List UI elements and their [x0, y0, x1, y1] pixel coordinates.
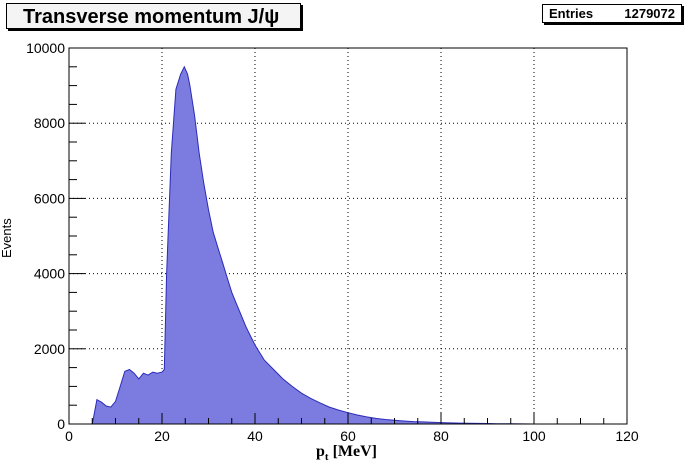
- y-tick-label: 2000: [34, 341, 65, 357]
- chart-title-box: Transverse momentum J/ψ: [6, 3, 301, 29]
- x-tick-label: 40: [247, 428, 263, 444]
- y-tick-label: 4000: [34, 266, 65, 282]
- x-tick-label: 120: [615, 428, 639, 444]
- x-axis-title-main: p: [316, 443, 325, 460]
- y-tick-label: 6000: [34, 190, 65, 206]
- x-tick-label: 80: [433, 428, 449, 444]
- stats-label: Entries: [549, 6, 594, 21]
- histogram-outline: [91, 65, 535, 425]
- y-tick-label: 0: [57, 416, 65, 432]
- y-tick-label: 10000: [26, 40, 65, 56]
- x-axis-title-sub: t: [325, 451, 329, 463]
- stats-value: 1279072: [624, 6, 675, 21]
- y-axis-title: Events: [0, 218, 14, 258]
- x-tick-label: 100: [522, 428, 546, 444]
- x-axis-title: pt [MeV]: [316, 443, 377, 463]
- x-tick-label: 60: [340, 428, 356, 444]
- x-tick-label: 20: [154, 428, 170, 444]
- tick-labels: 0 20 40 60 80 100 120 0 2000 4000 6000 8000 10000: [26, 40, 639, 444]
- stats-box: Entries 1279072: [542, 4, 682, 23]
- histogram-area: [92, 66, 534, 425]
- grid-lines: [69, 48, 627, 424]
- x-axis-title-unit: [MeV]: [333, 443, 377, 460]
- chart-title: Transverse momentum J/ψ: [23, 6, 280, 28]
- x-tick-label: 0: [65, 428, 73, 444]
- axis-ticks: [68, 47, 628, 425]
- y-tick-label: 8000: [34, 115, 65, 131]
